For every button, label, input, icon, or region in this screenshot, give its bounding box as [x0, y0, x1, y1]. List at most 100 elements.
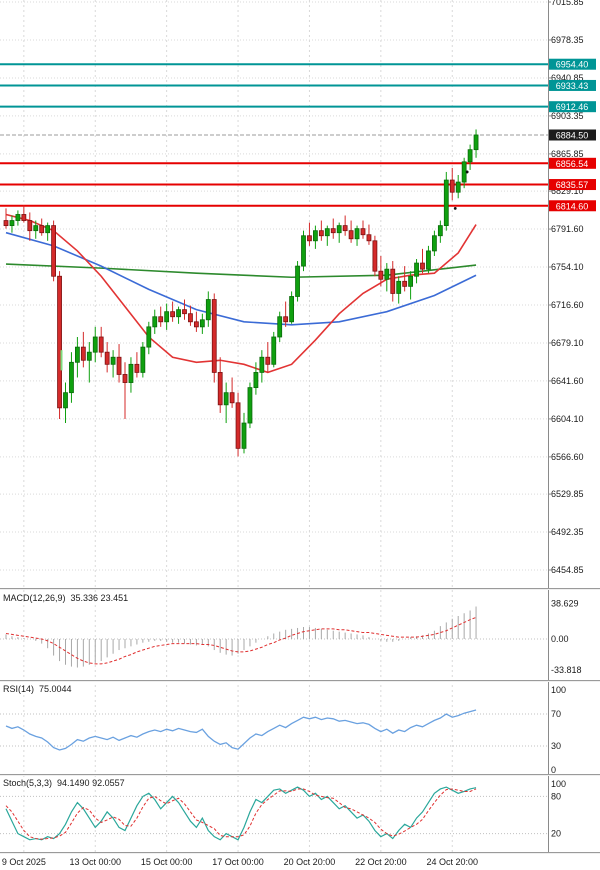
price-axis-background	[548, 0, 600, 870]
candle	[116, 344, 122, 383]
moving-averages	[5, 213, 477, 374]
stoch-indicator-label: Stoch(5,3,3) 94.1490 92.0557	[3, 778, 125, 788]
price-axis[interactable]: 7015.85 6978.35 6940.85 6903.35 6865.85 6829.…	[548, 0, 596, 839]
candle	[164, 303, 170, 330]
rsi-indicator-label: RSI(14) 75.0044	[3, 684, 72, 694]
axis-label: 6566.60	[551, 452, 584, 462]
current-price-label	[549, 129, 596, 141]
axis-label: 6829.10	[551, 186, 584, 196]
axis-label: 6940.85	[551, 73, 584, 83]
candle	[69, 352, 74, 403]
candle	[420, 248, 425, 274]
axis-label: 17 Oct 00:00	[212, 857, 264, 867]
candle	[205, 291, 211, 327]
axis-label: 6856.54	[556, 159, 589, 169]
candle	[414, 259, 419, 284]
time-axis[interactable]: 9 Oct 2025 13 Oct 00:00 15 Oct 00:00 17 Oct…	[2, 857, 478, 867]
axis-label: 6835.57	[556, 180, 589, 190]
candle	[176, 306, 181, 324]
candle	[259, 350, 265, 383]
candle	[229, 377, 235, 408]
axis-label: 20	[551, 829, 561, 839]
candle	[86, 342, 92, 383]
candle	[295, 261, 300, 302]
level-price-label	[549, 179, 596, 191]
axis-label: 6954.40	[556, 60, 589, 70]
candle	[193, 311, 199, 332]
candle	[283, 301, 289, 327]
axis-label: 38.629	[551, 598, 579, 608]
stoch-k-line	[5, 786, 477, 841]
ma-slow-green	[5, 263, 477, 279]
level-price-label	[549, 200, 596, 212]
candle	[360, 220, 366, 239]
candle	[247, 382, 253, 429]
level-price-label	[549, 157, 596, 169]
stoch-indicator-name: Stoch(5,3,3)	[3, 778, 53, 788]
candle	[51, 220, 56, 282]
dot-marker	[453, 206, 457, 210]
main-chart-area[interactable]	[0, 0, 548, 588]
candle	[170, 301, 176, 322]
axis-label: 100	[551, 779, 566, 789]
axis-label: 24 Oct 20:00	[426, 857, 478, 867]
axis-label: 6912.46	[556, 102, 589, 112]
candle	[199, 313, 205, 334]
candle	[146, 321, 152, 355]
candle	[110, 350, 116, 378]
candle	[80, 331, 86, 368]
axis-label: 7015.85	[551, 0, 584, 7]
axis-label: 6679.10	[551, 338, 584, 348]
candle	[63, 382, 68, 424]
axis-label: 80	[551, 791, 561, 801]
candle	[9, 215, 15, 233]
axis-label: 6791.60	[551, 224, 584, 234]
candle	[57, 271, 62, 419]
axis-label: 15 Oct 00:00	[141, 857, 193, 867]
axis-label: 6884.50	[556, 130, 589, 140]
candle	[390, 261, 396, 302]
candle	[75, 336, 80, 378]
candle	[301, 230, 306, 272]
candle	[348, 220, 354, 243]
macd-panel-plot	[0, 606, 548, 668]
candle	[431, 230, 437, 256]
candle	[152, 309, 158, 334]
candles	[3, 129, 479, 457]
candle	[188, 305, 193, 326]
rsi-panel[interactable]	[0, 682, 548, 774]
candle	[342, 215, 348, 236]
axis-label: 6604.10	[551, 414, 584, 424]
candle	[158, 306, 164, 327]
axis-label: 6933.43	[556, 81, 589, 91]
candle	[324, 225, 330, 246]
candle	[104, 342, 110, 373]
level-price-label	[549, 79, 596, 91]
candle	[182, 299, 187, 320]
candle	[467, 144, 473, 170]
candle	[265, 342, 271, 373]
candle	[271, 331, 277, 368]
axis-label: 6716.60	[551, 300, 584, 310]
candle	[241, 412, 247, 454]
macd-panel[interactable]	[0, 590, 548, 680]
candle	[473, 129, 479, 158]
rsi-line	[5, 709, 477, 751]
axis-label: 6814.60	[556, 201, 589, 211]
axis-label: 22 Oct 20:00	[355, 857, 407, 867]
candle	[211, 293, 217, 383]
candle	[455, 174, 461, 199]
axis-label: 6529.85	[551, 489, 584, 499]
candle	[396, 276, 402, 304]
candle	[378, 255, 384, 287]
candle	[122, 362, 128, 419]
candle	[443, 171, 449, 231]
axis-label: 20 Oct 20:00	[284, 857, 336, 867]
candle	[15, 210, 21, 226]
candle	[336, 222, 342, 243]
candle	[21, 205, 27, 223]
candle	[39, 218, 45, 236]
candle	[140, 342, 146, 378]
